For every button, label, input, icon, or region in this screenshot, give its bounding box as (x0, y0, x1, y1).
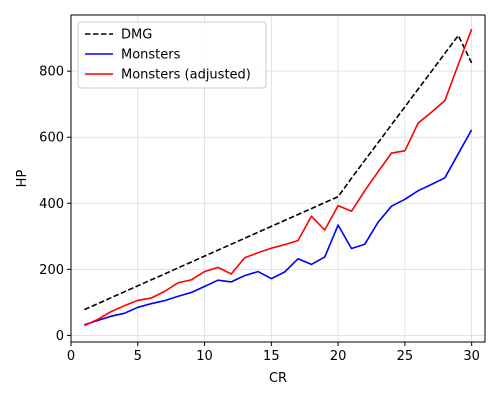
y-tick-label: 600 (39, 131, 64, 146)
x-tick-label: 0 (67, 349, 75, 364)
y-axis-label: HP (15, 170, 30, 188)
x-tick-label: 25 (397, 349, 414, 364)
x-tick-label: 5 (134, 349, 142, 364)
series-line-monsters-adjusted (84, 28, 473, 327)
series-lines (84, 28, 473, 327)
y-tick-label: 400 (39, 197, 64, 212)
legend-label: Monsters (121, 48, 181, 63)
x-axis-label: CR (269, 371, 287, 386)
series-line-dmg (84, 34, 473, 311)
x-tick-label: 20 (330, 349, 347, 364)
series-line-monsters (84, 129, 473, 326)
plot-frame (70, 14, 486, 343)
y-tick-label: 200 (39, 263, 64, 278)
axis-ticks: 0 5 10 15 20 25 30 0 200 400 600 800 (39, 65, 480, 364)
x-tick-label: 30 (463, 349, 480, 364)
y-tick-label: 800 (39, 65, 64, 80)
x-tick-label: 15 (263, 349, 280, 364)
legend-box (77, 21, 267, 89)
legend-label: DMG (121, 28, 152, 43)
legend-label: Monsters (adjusted) (121, 68, 251, 83)
y-tick-label: 0 (56, 329, 64, 344)
x-tick-label: 10 (196, 349, 213, 364)
legend: DMG Monsters Monsters (adjusted) (77, 21, 267, 89)
